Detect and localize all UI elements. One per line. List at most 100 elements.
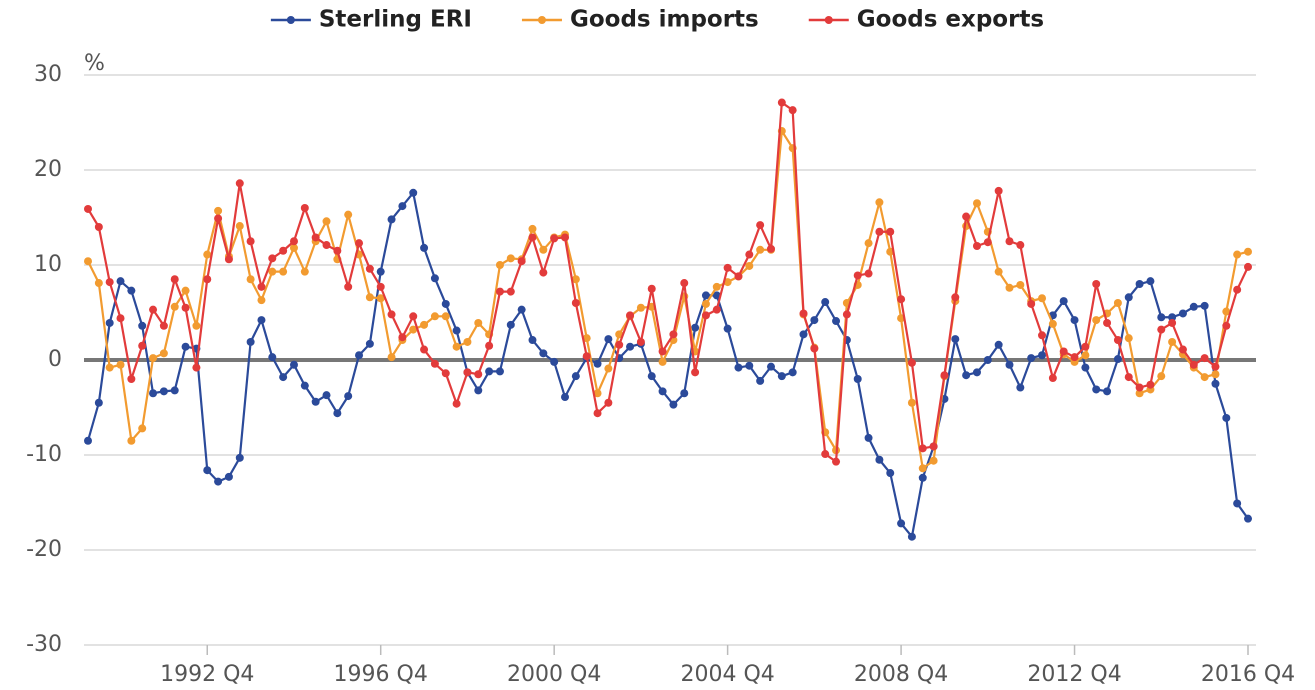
data-point [788, 106, 797, 115]
y-tick-label: 20 [34, 157, 62, 182]
data-point [1016, 383, 1025, 392]
data-point [875, 198, 884, 207]
data-point [669, 400, 678, 409]
data-point [582, 334, 591, 343]
data-point [1233, 499, 1242, 508]
data-point [355, 351, 364, 360]
data-point [886, 469, 895, 478]
data-point [149, 389, 158, 398]
data-point [1178, 309, 1187, 318]
data-point [1016, 241, 1025, 250]
data-point [1113, 336, 1122, 345]
data-point [604, 335, 613, 344]
data-point [1135, 280, 1144, 288]
y-axis-unit: % [84, 51, 105, 76]
data-point [658, 347, 667, 356]
x-tick-label: 2004 Q4 [680, 662, 774, 687]
data-point [918, 473, 927, 482]
data-point [647, 372, 656, 381]
data-point [723, 263, 732, 272]
data-point [712, 291, 721, 300]
data-point [420, 243, 429, 252]
data-point [203, 466, 212, 475]
data-point [680, 279, 689, 288]
data-point [907, 358, 916, 367]
data-point [344, 210, 353, 219]
data-point [517, 257, 526, 266]
data-point [1135, 383, 1144, 392]
data-point [517, 305, 526, 314]
data-point [246, 237, 255, 246]
data-point [322, 217, 331, 226]
data-point [636, 303, 645, 312]
data-point [734, 363, 743, 372]
data-point [1038, 331, 1047, 340]
data-point [1168, 313, 1177, 322]
data-point [1016, 280, 1025, 289]
data-point [1092, 280, 1101, 288]
data-point [593, 359, 602, 368]
data-point [214, 206, 223, 215]
data-point [1222, 413, 1231, 422]
data-point [127, 375, 136, 383]
data-point [777, 372, 786, 381]
data-point [929, 456, 938, 465]
data-point [1178, 345, 1187, 354]
data-point [1211, 370, 1220, 379]
data-point [1092, 316, 1101, 325]
data-point [875, 227, 884, 236]
x-tick-label: 2016 Q4 [1201, 662, 1295, 687]
data-point [1146, 277, 1155, 286]
data-point [441, 369, 450, 378]
data-point [972, 242, 981, 250]
legend-label: Goods imports [570, 7, 759, 33]
data-point [420, 345, 429, 354]
data-point [734, 272, 743, 281]
data-point [1027, 299, 1036, 308]
data-point [766, 244, 775, 253]
data-point [116, 277, 125, 286]
data-point [1168, 337, 1177, 346]
data-point [84, 436, 92, 445]
data-point [550, 234, 559, 243]
y-tick-label: 0 [48, 347, 62, 372]
data-point [1244, 262, 1252, 271]
x-tick-label: 1996 Q4 [334, 662, 428, 687]
data-point [886, 227, 895, 236]
data-point [398, 202, 407, 211]
data-point [669, 330, 678, 339]
data-point [647, 284, 656, 293]
data-point [1059, 347, 1068, 356]
data-point [506, 254, 515, 263]
data-point [376, 282, 385, 291]
data-point [409, 325, 418, 334]
data-point [235, 179, 244, 188]
data-point [810, 344, 819, 353]
data-point [94, 398, 103, 407]
data-point [1200, 373, 1209, 382]
data-point [626, 311, 635, 320]
legend-label: Goods exports [857, 7, 1044, 33]
data-point [951, 293, 960, 302]
data-point [1244, 514, 1252, 523]
data-point [1048, 374, 1057, 383]
data-point [701, 291, 710, 300]
data-point [1124, 293, 1133, 302]
data-point [257, 282, 266, 291]
data-point [84, 257, 92, 266]
data-point [181, 303, 190, 312]
data-point [214, 477, 223, 486]
data-point [907, 398, 916, 407]
data-point [994, 340, 1003, 349]
data-point [723, 278, 732, 287]
data-point [170, 275, 179, 284]
data-point [203, 275, 212, 284]
data-point [279, 373, 288, 382]
data-point [972, 199, 981, 208]
x-tick-label: 2008 Q4 [854, 662, 948, 687]
data-point [1081, 351, 1090, 360]
data-point [1048, 319, 1057, 328]
data-point [149, 354, 158, 363]
data-point [105, 363, 114, 372]
data-point [1135, 389, 1144, 398]
